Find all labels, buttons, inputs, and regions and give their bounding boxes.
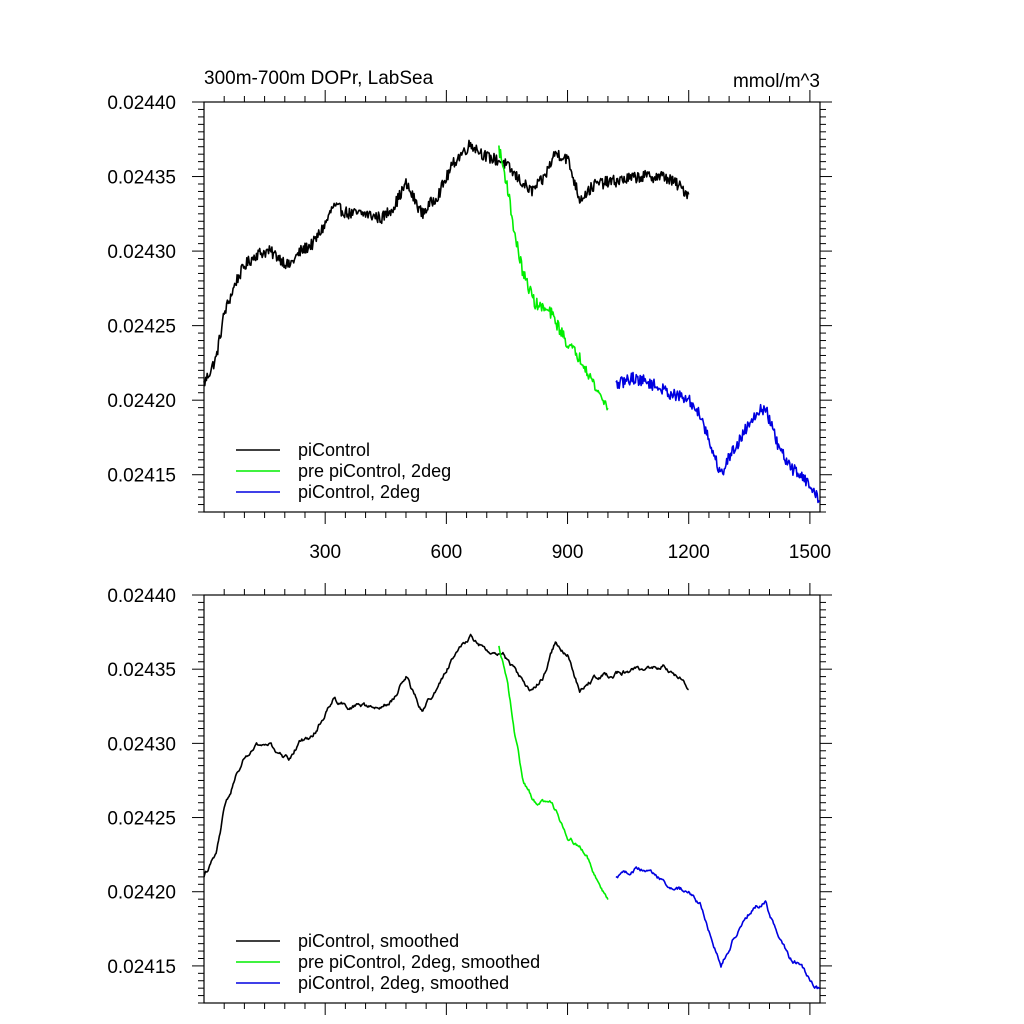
y-tick-label: 0.02420 [107, 883, 176, 904]
y-tick-label: 0.02425 [107, 809, 176, 830]
x-tick-label: 300 [309, 542, 341, 563]
series-line-2 [498, 145, 609, 411]
series-line-1 [203, 633, 689, 878]
legend-label: pre piControl, 2deg [298, 461, 451, 481]
legend-label: piControl, smoothed [298, 931, 459, 951]
y-tick-label: 0.02435 [107, 168, 176, 189]
y-tick-label: 0.02430 [107, 734, 176, 755]
y-tick-label: 0.02435 [107, 660, 176, 681]
plot-frame [203, 594, 821, 1004]
legend-label: pre piControl, 2deg, smoothed [298, 952, 540, 972]
y-tick-label: 0.02430 [107, 242, 176, 263]
series-line-1 [203, 139, 690, 387]
y-tick-label: 0.02425 [107, 317, 176, 338]
y-tick-label: 0.02440 [107, 586, 176, 607]
x-tick-label: 1500 [789, 542, 831, 563]
plot-frame [203, 101, 821, 513]
y-tick-label: 0.02440 [107, 93, 176, 114]
x-tick-label: 600 [431, 542, 463, 563]
y-tick-label: 0.02415 [107, 466, 176, 487]
chart-title: 300m-700m DOPr, LabSea [204, 68, 434, 89]
x-tick-label: 1200 [668, 542, 710, 563]
legend-label: piControl, 2deg, smoothed [298, 973, 509, 993]
x-tick-label: 900 [552, 542, 584, 563]
chart-panel-top: 300 600 900 1200 1500 0.02415 0.02420 0.02425 0.… [107, 90, 832, 563]
y-tick-label: 0.02420 [107, 391, 176, 412]
series-line-3 [615, 866, 821, 990]
series-line-3 [615, 371, 821, 504]
legend-label: piControl [298, 440, 370, 460]
y-tick-label: 0.02415 [107, 957, 176, 978]
chart-panel-bottom: 0.02415 0.02420 0.02425 0.02430 0.02435 0.024… [107, 583, 832, 1015]
legend-label: piControl, 2deg [298, 482, 420, 502]
series-line-2 [498, 645, 609, 900]
units-label: mmol/m^3 [733, 71, 820, 92]
